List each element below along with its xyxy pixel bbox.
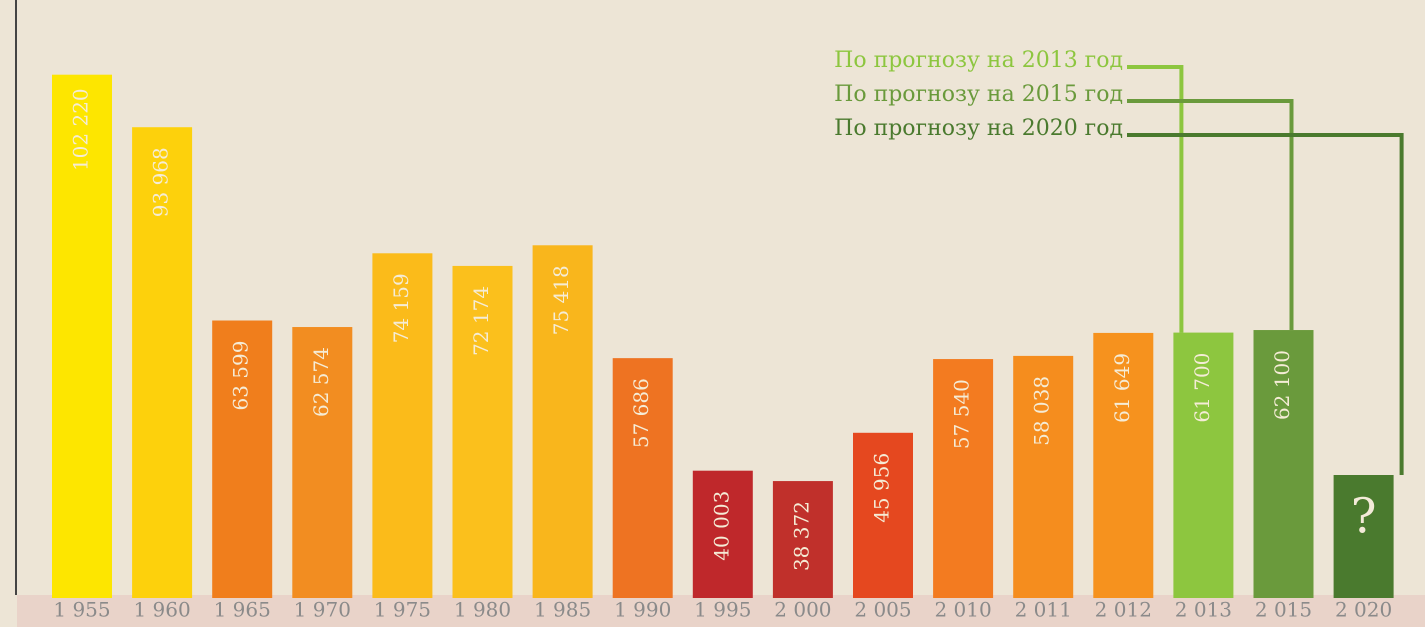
- forecast-label: По прогнозу на 2020 год: [834, 116, 1123, 141]
- value-label: 61 700: [1190, 353, 1214, 423]
- value-label: 61 649: [1110, 353, 1134, 423]
- x-tick-label: 1 960: [133, 598, 190, 622]
- x-tick-label: 2 015: [1255, 598, 1312, 622]
- value-label: 57 540: [950, 379, 974, 449]
- x-tick-label: 1 980: [454, 598, 511, 622]
- x-tick-label: 1 990: [614, 598, 671, 622]
- x-tick-label: 2 010: [934, 598, 991, 622]
- value-label: 38 372: [789, 501, 813, 571]
- x-tick-label: 2 013: [1175, 598, 1232, 622]
- x-tick-label: 1 985: [534, 598, 591, 622]
- value-label: 93 968: [149, 147, 173, 217]
- value-label: 45 956: [870, 453, 894, 523]
- value-label: 72 174: [469, 286, 493, 356]
- value-label: 57 686: [629, 378, 653, 448]
- forecast-label: По прогнозу на 2013 год: [834, 48, 1123, 73]
- x-tick-label: 2 012: [1095, 598, 1152, 622]
- x-tick-label: 2 020: [1335, 598, 1392, 622]
- x-tick-label: 2 000: [774, 598, 831, 622]
- value-label: 40 003: [709, 491, 733, 561]
- value-label: 75 418: [549, 265, 573, 335]
- forecast-label: По прогнозу на 2015 год: [834, 82, 1123, 107]
- left-border: [15, 0, 17, 595]
- value-label: 58 038: [1030, 376, 1054, 446]
- value-label: 63 599: [229, 341, 253, 411]
- value-label: 74 159: [389, 273, 413, 343]
- value-label: ?: [1351, 489, 1377, 545]
- x-tick-label: 2 011: [1015, 598, 1072, 622]
- value-label: 102 220: [69, 88, 93, 171]
- x-tick-label: 1 965: [214, 598, 271, 622]
- x-tick-label: 1 970: [294, 598, 351, 622]
- value-label: 62 574: [309, 347, 333, 417]
- chart: 102 220 1 955 93 968 1 960 63 599 1 965 62 574…: [0, 0, 1425, 627]
- value-label: 62 100: [1270, 350, 1294, 420]
- page: 102 220 1 955 93 968 1 960 63 599 1 965 62 574…: [0, 0, 1425, 627]
- x-tick-label: 1 955: [53, 598, 110, 622]
- x-tick-label: 1 995: [694, 598, 751, 622]
- x-tick-label: 1 975: [374, 598, 431, 622]
- x-tick-label: 2 005: [854, 598, 911, 622]
